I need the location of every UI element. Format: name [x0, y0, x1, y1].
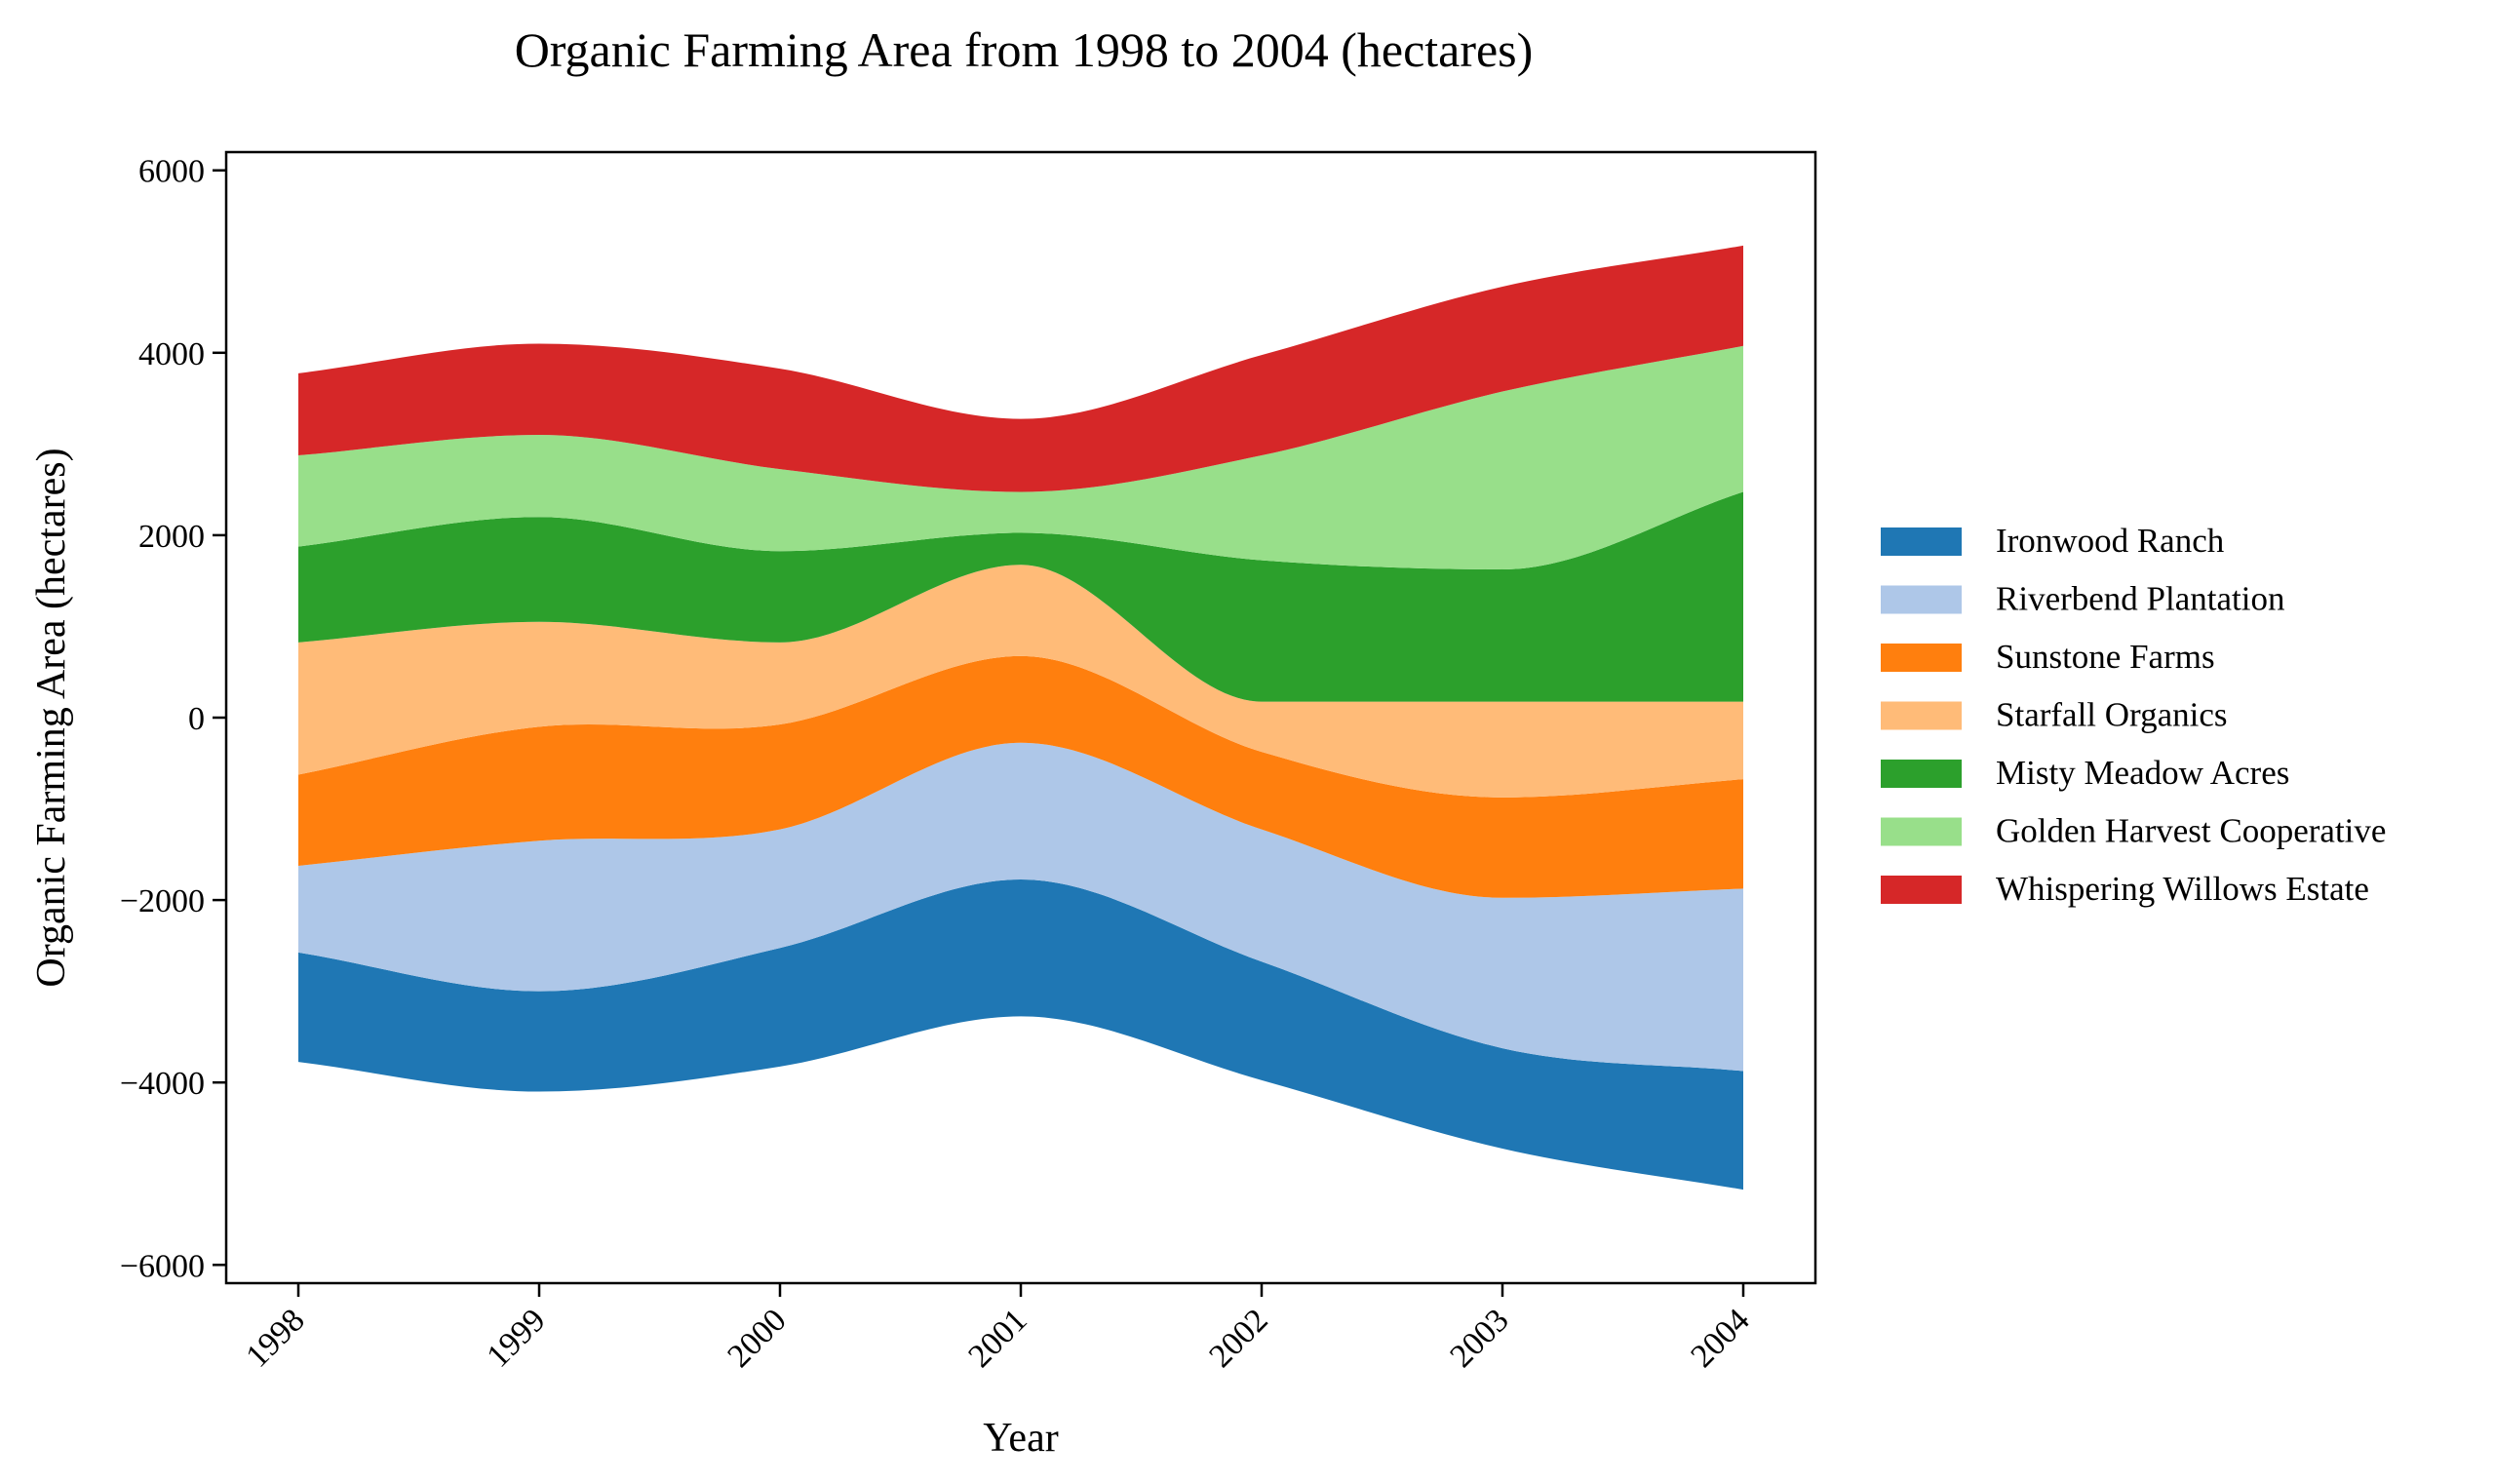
legend-label: Starfall Organics [1996, 696, 2227, 734]
x-tick-label: 2002 [1202, 1302, 1274, 1374]
x-tick-label: 1998 [239, 1302, 311, 1374]
x-tick-label: 1999 [480, 1302, 552, 1374]
x-axis-label: Year [983, 1416, 1058, 1461]
stream-area-riverbend-plantation [298, 742, 1743, 1072]
y-tick-label: 2000 [138, 519, 205, 555]
legend-label: Misty Meadow Acres [1996, 754, 2289, 792]
y-tick-label: −6000 [120, 1248, 205, 1284]
legend-swatch [1881, 527, 1962, 556]
stream-area-whispering-willows-estate [298, 245, 1743, 492]
x-axis: 1998 1999 2000 2001 2002 2003 2004 [239, 1283, 1757, 1375]
x-tick-label: 2001 [961, 1302, 1033, 1374]
legend-swatch [1881, 760, 1962, 788]
x-tick-label: 2004 [1684, 1302, 1756, 1374]
legend-swatch [1881, 876, 1962, 904]
stream-area-misty-meadow-acres [298, 491, 1743, 702]
legend-label: Whispering Willows Estate [1996, 870, 2369, 908]
legend-swatch [1881, 585, 1962, 614]
stream-area-golden-harvest-cooperative [298, 345, 1743, 569]
legend-swatch [1881, 644, 1962, 672]
y-axis: −6000 −4000 −2000 0 2000 4000 6000 [120, 154, 226, 1284]
y-tick-label: 0 [188, 701, 205, 737]
legend: Ironwood Ranch Riverbend Plantation Sunsto… [1881, 522, 2386, 908]
stream-area-starfall-organics [298, 565, 1743, 798]
legend-label: Ironwood Ranch [1996, 522, 2225, 560]
legend-label: Riverbend Plantation [1996, 580, 2284, 618]
stream-area-sunstone-farms [298, 655, 1743, 898]
y-tick-label: 4000 [138, 336, 205, 372]
chart-title: Organic Farming Area from 1998 to 2004 (… [515, 22, 1534, 77]
legend-label: Sunstone Farms [1996, 638, 2215, 676]
legend-swatch [1881, 701, 1962, 730]
y-tick-label: −2000 [120, 883, 205, 919]
legend-swatch [1881, 817, 1962, 846]
y-tick-label: −4000 [120, 1066, 205, 1102]
stream-areas [298, 245, 1743, 1191]
y-axis-label: Organic Farming Area (hectares) [29, 448, 74, 987]
legend-label: Golden Harvest Cooperative [1996, 812, 2386, 850]
x-tick-label: 2003 [1443, 1302, 1515, 1374]
y-tick-label: 6000 [138, 154, 205, 190]
x-tick-label: 2000 [721, 1302, 793, 1374]
stream-area-ironwood-ranch [298, 879, 1743, 1191]
